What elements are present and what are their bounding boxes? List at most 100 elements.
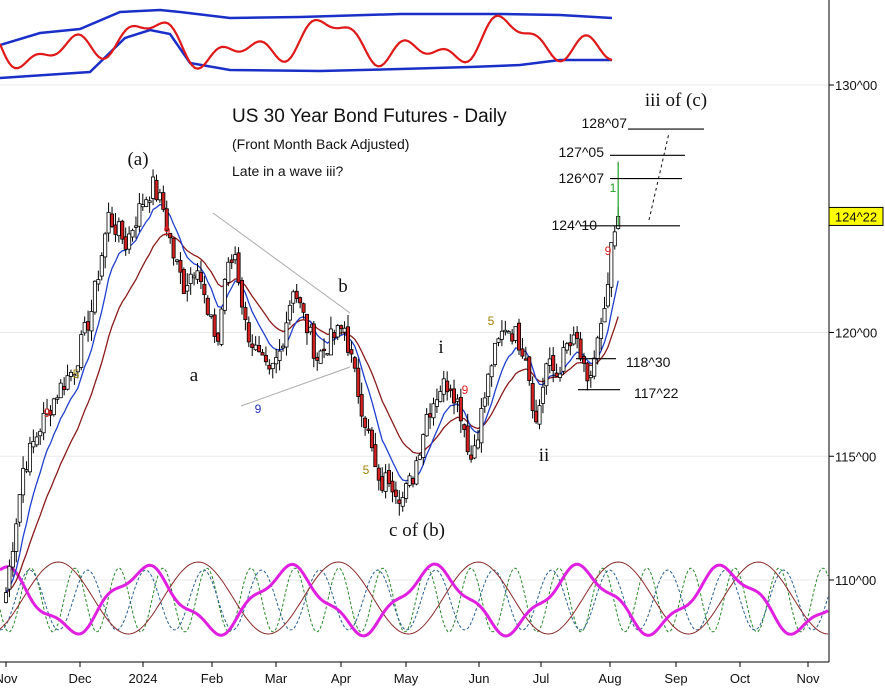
candle-up bbox=[4, 592, 9, 603]
ma-slow-line bbox=[5, 233, 619, 594]
candle-up bbox=[475, 439, 480, 449]
count-label: 1 bbox=[610, 181, 617, 195]
candle-down bbox=[236, 252, 241, 283]
ma-fast-line bbox=[5, 203, 619, 593]
candle-down bbox=[534, 410, 539, 423]
candle-down bbox=[202, 283, 207, 296]
candle-up bbox=[318, 350, 323, 364]
candle-up bbox=[14, 523, 19, 552]
candle-up bbox=[130, 229, 135, 238]
candle-down bbox=[510, 333, 515, 342]
candle-up bbox=[185, 285, 190, 292]
candle-down bbox=[575, 331, 580, 339]
candle-down bbox=[113, 224, 118, 235]
wave-label-iii-of-c: iii of (c) bbox=[645, 90, 707, 111]
candle-up bbox=[92, 280, 97, 313]
candle-up bbox=[10, 551, 15, 568]
candle-down bbox=[168, 232, 173, 239]
candle-down bbox=[428, 413, 433, 418]
triangle-lower-line bbox=[240, 366, 351, 407]
candle-up bbox=[137, 203, 142, 227]
wave-label-a: a bbox=[190, 365, 199, 386]
moving-averages bbox=[5, 203, 619, 594]
candle-down bbox=[311, 323, 316, 359]
candle-down bbox=[243, 307, 248, 321]
candle-up bbox=[253, 344, 258, 351]
candle-up bbox=[58, 382, 63, 399]
candle-down bbox=[393, 489, 398, 497]
cycle-wave-main bbox=[0, 562, 829, 638]
candle-down bbox=[530, 383, 535, 412]
candle-down bbox=[551, 355, 556, 372]
candle-up bbox=[404, 483, 409, 499]
wave-label-a-paren: (a) bbox=[127, 149, 148, 170]
triangle-upper-line bbox=[212, 212, 351, 314]
candle-up bbox=[147, 200, 152, 203]
candle-up bbox=[116, 221, 121, 237]
projection-line bbox=[648, 132, 670, 221]
candle-down bbox=[178, 260, 183, 273]
candle-up bbox=[38, 430, 43, 437]
x-tick-label: Apr bbox=[331, 671, 352, 686]
level-label: 118^30 bbox=[626, 354, 671, 370]
candle-up bbox=[489, 365, 494, 378]
candle-down bbox=[581, 356, 586, 364]
candle-up bbox=[144, 199, 149, 207]
candle-down bbox=[585, 362, 590, 382]
candle-up bbox=[612, 231, 617, 247]
candle-down bbox=[154, 179, 159, 201]
candle-down bbox=[448, 388, 453, 391]
candle-down bbox=[376, 467, 381, 481]
wave-label-i: i bbox=[438, 337, 443, 358]
candle-down bbox=[390, 480, 395, 493]
count-labels: 9 5 9 9 5 9 5 9 1 bbox=[44, 181, 617, 477]
candle-down bbox=[366, 428, 371, 431]
candle-up bbox=[65, 375, 70, 390]
candle-up bbox=[421, 434, 426, 459]
candle-up bbox=[472, 445, 477, 459]
candle-up bbox=[595, 337, 600, 359]
candle-down bbox=[410, 478, 415, 485]
candle-up bbox=[561, 347, 566, 372]
candle-up bbox=[226, 261, 231, 283]
x-tick-label: Nov bbox=[0, 671, 18, 686]
x-tick-label: Mar bbox=[265, 671, 288, 686]
candle-up bbox=[72, 373, 77, 377]
candle-up bbox=[424, 414, 429, 437]
candle-up bbox=[281, 345, 286, 349]
oscillator-panel bbox=[0, 8, 613, 80]
candle-up bbox=[41, 412, 46, 434]
candle-up bbox=[89, 311, 94, 332]
candle-up bbox=[287, 304, 292, 321]
candle-up bbox=[325, 353, 330, 356]
trendlines bbox=[212, 132, 670, 407]
count-label: 5 bbox=[488, 314, 495, 328]
candle-up bbox=[537, 405, 542, 425]
y-tick-label: 130^00 bbox=[835, 78, 877, 93]
candle-up bbox=[75, 365, 80, 373]
candle-down bbox=[554, 372, 559, 377]
candle-down bbox=[161, 192, 166, 210]
candle-down bbox=[356, 367, 361, 397]
candle-down bbox=[517, 322, 522, 351]
candle-up bbox=[540, 386, 545, 404]
candle-up bbox=[27, 442, 32, 473]
candle-down bbox=[352, 357, 357, 369]
candle-up bbox=[291, 291, 296, 304]
y-tick-label: 115^00 bbox=[835, 449, 876, 464]
candle-up bbox=[407, 475, 412, 486]
count-label: 9 bbox=[164, 224, 171, 238]
candle-up bbox=[284, 322, 289, 348]
chart-subtitle: (Front Month Back Adjusted) bbox=[232, 136, 409, 152]
candle-up bbox=[31, 440, 36, 448]
candle-down bbox=[315, 356, 320, 361]
last-price-box bbox=[828, 206, 884, 226]
candle-up bbox=[434, 399, 439, 407]
candle-up bbox=[174, 259, 179, 262]
candle-up bbox=[571, 334, 576, 345]
candle-down bbox=[246, 322, 251, 343]
y-tick-label: 120^00 bbox=[835, 326, 877, 341]
candle-down bbox=[369, 429, 374, 449]
candle-down bbox=[260, 352, 265, 356]
